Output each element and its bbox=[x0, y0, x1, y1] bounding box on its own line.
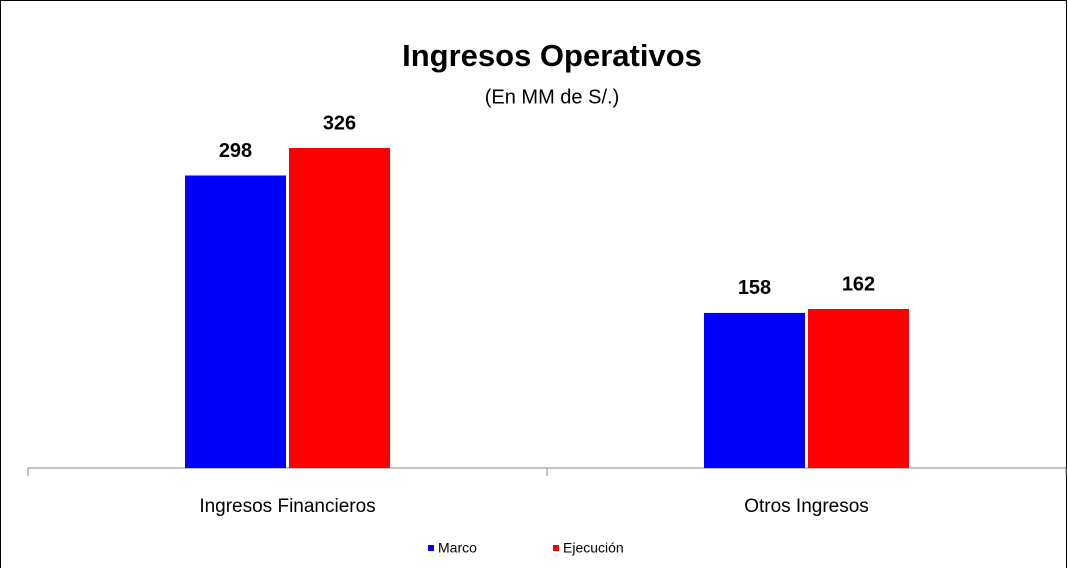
data-label: 298 bbox=[219, 140, 252, 162]
chart-title: Ingresos Operativos bbox=[402, 38, 702, 73]
data-label: 158 bbox=[738, 277, 771, 299]
chart-subtitle: (En MM de S/.) bbox=[485, 86, 619, 108]
x-tick-label: Ingresos Financieros bbox=[199, 496, 375, 517]
data-label: 162 bbox=[842, 273, 875, 295]
bar bbox=[704, 312, 805, 468]
legend-label: Marco bbox=[438, 540, 477, 556]
x-tick-label: Otros Ingresos bbox=[744, 496, 869, 517]
legend-label: Ejecución bbox=[563, 540, 624, 556]
bar bbox=[808, 308, 909, 468]
data-label: 326 bbox=[323, 112, 356, 134]
bar bbox=[289, 148, 390, 468]
legend-swatch bbox=[428, 545, 434, 551]
legend-swatch bbox=[553, 545, 559, 551]
bar bbox=[185, 175, 286, 468]
